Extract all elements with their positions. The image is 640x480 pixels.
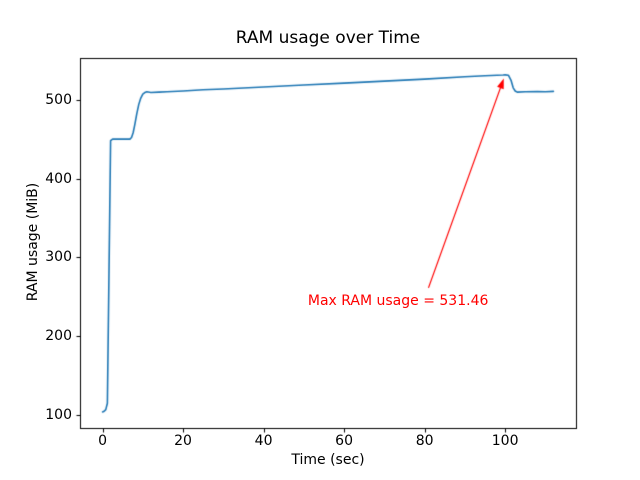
x-tick-label: 80 bbox=[415, 433, 434, 449]
y-tick-label: 500 bbox=[45, 91, 72, 108]
x-tick-label: 20 bbox=[174, 433, 192, 449]
y-tick-label: 100 bbox=[45, 407, 72, 424]
y-tick-label: 300 bbox=[45, 249, 72, 266]
x-tick-label: 40 bbox=[254, 433, 273, 449]
annotation-text: Max RAM usage = 531.46 bbox=[307, 292, 489, 309]
y-tick-label: 400 bbox=[45, 170, 72, 187]
x-tick-label: 100 bbox=[491, 433, 519, 449]
chart-title: RAM usage over Time bbox=[235, 28, 421, 48]
x-axis-label: Time (sec) bbox=[291, 452, 365, 468]
y-axis-label: RAM usage (MiB) bbox=[25, 182, 41, 302]
x-tick-label: 60 bbox=[335, 433, 353, 449]
y-tick-label: 200 bbox=[45, 328, 72, 345]
x-tick-label: 0 bbox=[98, 433, 107, 449]
